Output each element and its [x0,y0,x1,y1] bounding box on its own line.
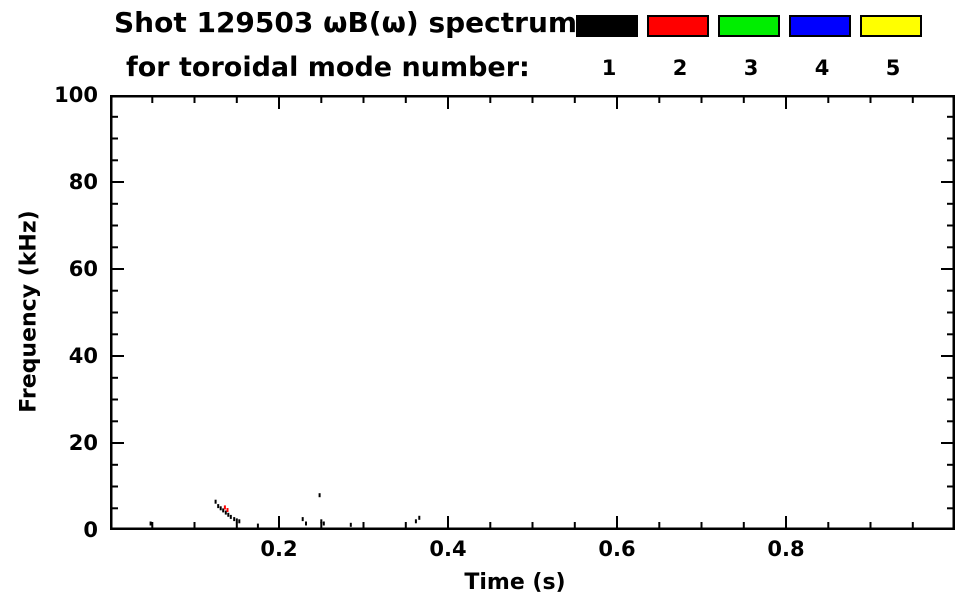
legend-swatch-mode-1 [576,15,638,37]
data-point [229,514,232,519]
series-mode-1-points [149,493,421,528]
legend-label-mode-4: 4 [814,56,830,80]
data-point [301,517,304,522]
data-point [222,508,225,513]
legend [576,15,922,37]
y-tick-label: 0 [83,518,98,542]
data-point [320,519,323,524]
y-tick-label: 40 [68,344,98,368]
data-point [418,515,421,520]
data-point [318,493,321,498]
y-tick-label: 100 [54,83,98,107]
x-tick-label: 0.6 [598,537,636,561]
data-point [219,506,222,511]
data-point [149,521,152,526]
data-point [223,505,226,510]
legend-swatch-mode-4 [789,15,851,37]
legend-swatch-mode-3 [718,15,780,37]
data-point [214,499,217,504]
data-point [305,521,307,526]
data-point [217,504,220,509]
x-tick-label: 0.2 [260,537,298,561]
data-point [414,519,417,524]
legend-label-mode-1: 1 [601,56,617,80]
data-point [322,521,325,526]
data-point [227,512,230,517]
chart-subtitle: for toroidal mode number: [126,52,530,83]
x-tick-label: 0.4 [429,537,467,561]
y-tick-label: 80 [68,170,98,194]
legend-label-mode-3: 3 [743,56,759,80]
x-axis-label: Time (s) [464,570,566,595]
y-tick-label: 20 [68,431,98,455]
legend-label-mode-2: 2 [672,56,688,80]
axis-ticks [111,96,954,529]
legend-swatch-mode-5 [860,15,922,37]
y-axis-label: Frequency (kHz) [16,210,42,413]
data-point [349,522,352,527]
y-tick-label: 60 [68,257,98,281]
data-point [235,518,238,523]
data-point [238,519,241,524]
plot-canvas [110,95,955,530]
chart-title: Shot 129503 ωB(ω) spectrum [114,6,578,39]
data-point [233,517,236,522]
plot-area [110,95,955,530]
data-point [256,523,259,528]
data-point [224,510,227,515]
legend-label-mode-5: 5 [885,56,901,80]
legend-swatch-mode-2 [647,15,709,37]
series-mode-2-points [223,505,229,512]
data-point [226,508,229,512]
plot-frame [110,95,955,530]
x-tick-label: 0.8 [767,537,805,561]
